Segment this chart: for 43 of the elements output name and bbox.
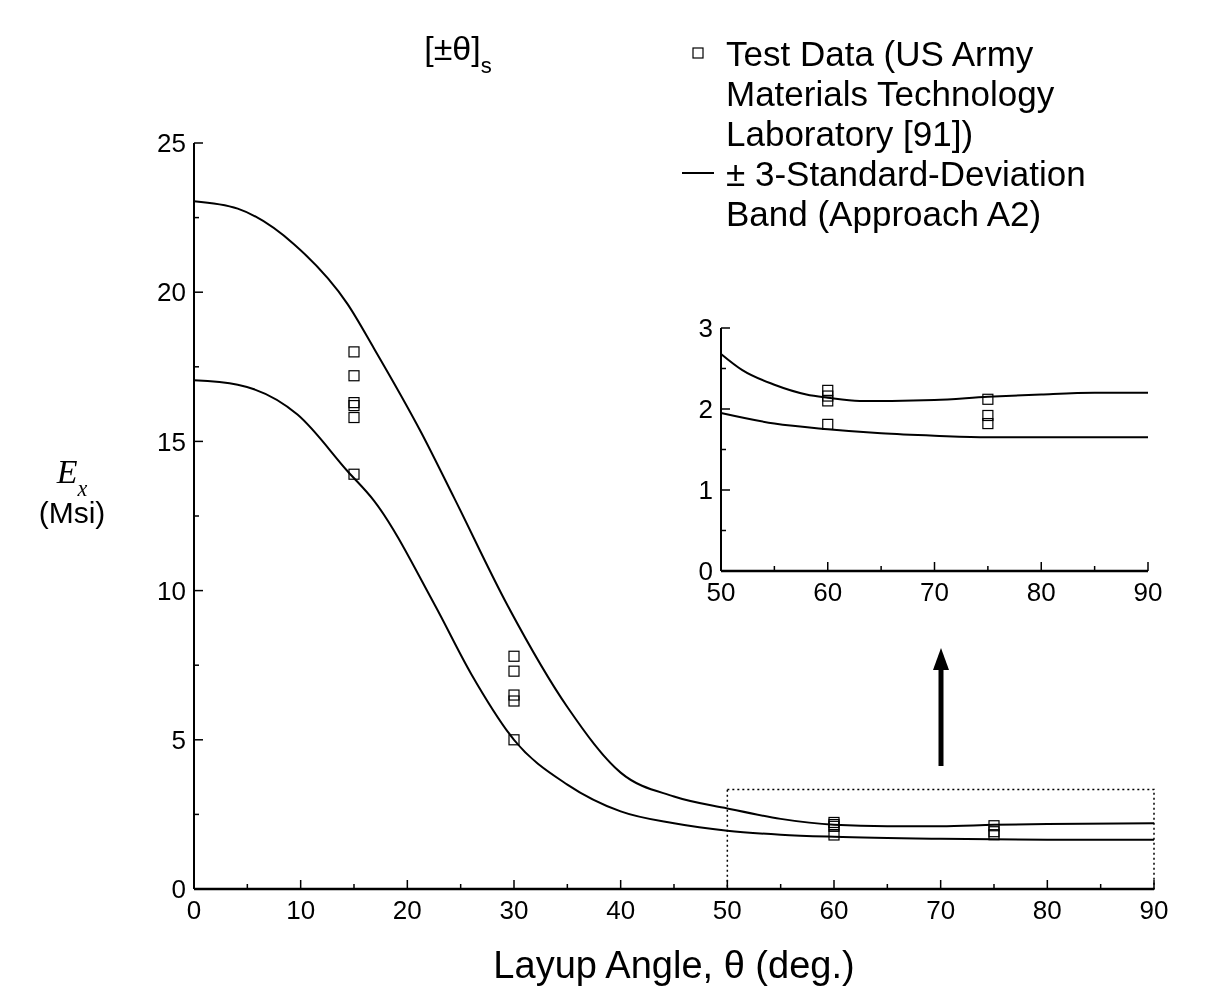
- legend-label: Test Data (US Army Materials Technology Laboratory [91]): [726, 34, 1055, 153]
- point: [348, 370, 360, 382]
- y-tick-label: 0: [171, 874, 186, 905]
- y-tick-label: 25: [157, 128, 186, 159]
- x-tick-label: 30: [499, 895, 529, 925]
- x-tick-label: 90: [1133, 577, 1163, 607]
- point: [822, 395, 834, 407]
- y-axis-title: E$_{x}$ (Msi): [38, 453, 106, 529]
- point: [348, 346, 360, 358]
- x-tick-label: 40: [606, 895, 636, 925]
- point: [828, 829, 840, 841]
- point: [348, 468, 360, 480]
- y-tick-label: 5: [171, 724, 186, 755]
- x-tick-label: 50: [712, 895, 742, 925]
- point: [988, 820, 1000, 832]
- point: [982, 417, 994, 430]
- point: [508, 695, 520, 707]
- y-tick-label: 3: [698, 313, 713, 344]
- x-tick-label: 70: [920, 577, 949, 607]
- y-tick-label: 1: [698, 475, 713, 506]
- y-tick-label: 15: [157, 426, 186, 457]
- point: [508, 689, 520, 701]
- x-tick-label: 20: [392, 895, 422, 925]
- point: [982, 409, 994, 422]
- x-tick-label: 90: [1139, 895, 1169, 925]
- point: [508, 734, 520, 746]
- chart-title: [±θ]$_{s}$: [424, 29, 492, 78]
- point: [508, 665, 520, 677]
- x-axis-title: Layup Angle, θ (deg.): [493, 944, 855, 986]
- legend-label: ± 3-Standard-Deviation Band (Approach A2): [726, 154, 1086, 233]
- x-tick-label: 80: [1032, 895, 1062, 925]
- y-tick-label: 2: [698, 394, 713, 425]
- x-tick-label: 10: [286, 895, 316, 925]
- point: [822, 418, 834, 430]
- point: [822, 390, 834, 402]
- y-tick-label: 20: [157, 277, 186, 308]
- x-tick-label: 60: [813, 577, 843, 607]
- point: [508, 650, 520, 662]
- point: [982, 393, 994, 405]
- x-tick-label: 70: [926, 895, 956, 925]
- x-tick-label: 80: [1026, 577, 1056, 607]
- point: [348, 411, 360, 424]
- x-tick-label: 60: [819, 895, 849, 925]
